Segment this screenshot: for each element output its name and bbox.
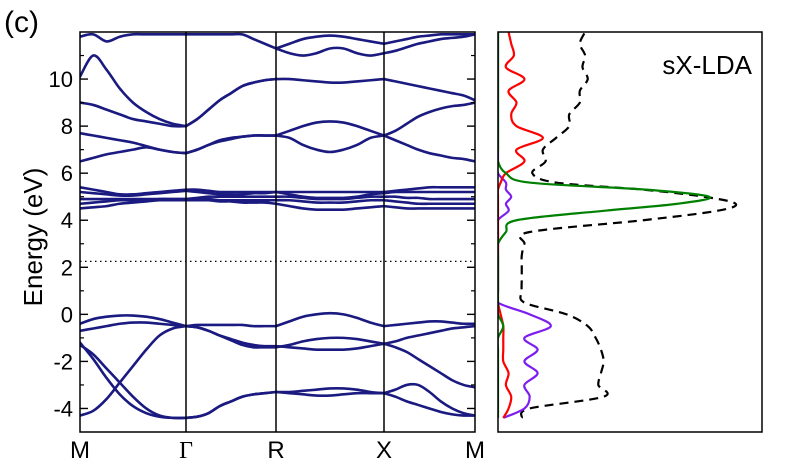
band-line [274, 387, 386, 395]
dos-title: sX-LDA [662, 50, 752, 80]
band-line [382, 185, 475, 194]
band-line [184, 323, 278, 328]
band-line [382, 391, 475, 417]
band-line [80, 32, 188, 43]
band-line [382, 319, 475, 328]
band-line [80, 185, 188, 196]
y-axis-ticks: -4 -2 0 2 4 6 8 10 [49, 54, 475, 421]
dos-plot-frame [497, 31, 763, 433]
band-line [274, 77, 386, 85]
band-line [184, 324, 278, 349]
band-line [80, 54, 188, 128]
y-tick-label: 8 [61, 114, 73, 139]
band-plot-frame [79, 31, 476, 433]
k-point-label: M [70, 437, 90, 464]
band-line [382, 198, 475, 206]
y-axis-label: Energy (eV) [18, 168, 48, 307]
band-line [274, 342, 386, 352]
band-line [80, 341, 188, 420]
y-tick-label: 6 [61, 161, 73, 186]
band-line [382, 190, 475, 195]
band-line [184, 324, 278, 348]
band-line [184, 32, 278, 50]
band-line [184, 77, 278, 128]
band-line [274, 46, 386, 57]
band-line [184, 77, 278, 128]
k-point-label: X [376, 437, 392, 464]
band-line [382, 134, 475, 163]
k-point-label: Γ [179, 438, 193, 464]
dos-curve [498, 32, 712, 418]
band-line [80, 131, 188, 155]
band-line [274, 198, 386, 204]
band-line [274, 311, 386, 328]
band-line [184, 390, 278, 420]
band-line [184, 195, 278, 201]
band-structure-panel: -4 -2 0 2 4 6 8 10 M Γ R X M Energy (eV) [18, 31, 485, 464]
y-tick-label: 2 [61, 255, 73, 280]
panel-label: (c) [4, 6, 39, 39]
k-point-label: R [267, 437, 284, 464]
dos-curve [498, 32, 544, 419]
band-line [382, 33, 475, 55]
band-line [382, 195, 475, 201]
band-line [80, 101, 188, 128]
dos-curve [518, 32, 738, 419]
k-point-label: M [465, 437, 485, 464]
high-symmetry-lines [185, 32, 385, 432]
y-tick-label: 10 [49, 67, 73, 92]
band-line [382, 101, 475, 137]
dos-curve [498, 32, 552, 419]
dos-curves [498, 32, 738, 419]
band-line [382, 382, 475, 417]
band-line [274, 34, 386, 50]
band-line [274, 202, 386, 212]
band-line [184, 197, 278, 202]
y-tick-label: -4 [53, 396, 73, 421]
band-line [80, 324, 188, 417]
band-line [80, 314, 188, 328]
band-line [184, 188, 278, 194]
band-line [80, 145, 188, 163]
band-lines [80, 32, 475, 420]
y-tick-label: 4 [61, 208, 73, 233]
band-line [274, 120, 386, 137]
band-line [382, 204, 475, 210]
band-line [274, 390, 386, 397]
band-line [382, 77, 475, 102]
y-tick-label: -2 [53, 349, 73, 374]
band-line [382, 324, 475, 346]
band-line [274, 336, 386, 349]
band-line [382, 342, 475, 389]
band-line [184, 134, 278, 155]
band-line [274, 134, 386, 154]
dos-panel: sX-LDA [497, 31, 763, 433]
y-tick-label: 0 [61, 302, 73, 327]
band-line [80, 321, 188, 333]
band-line [184, 390, 278, 420]
band-line [274, 190, 386, 200]
band-line [382, 32, 475, 46]
